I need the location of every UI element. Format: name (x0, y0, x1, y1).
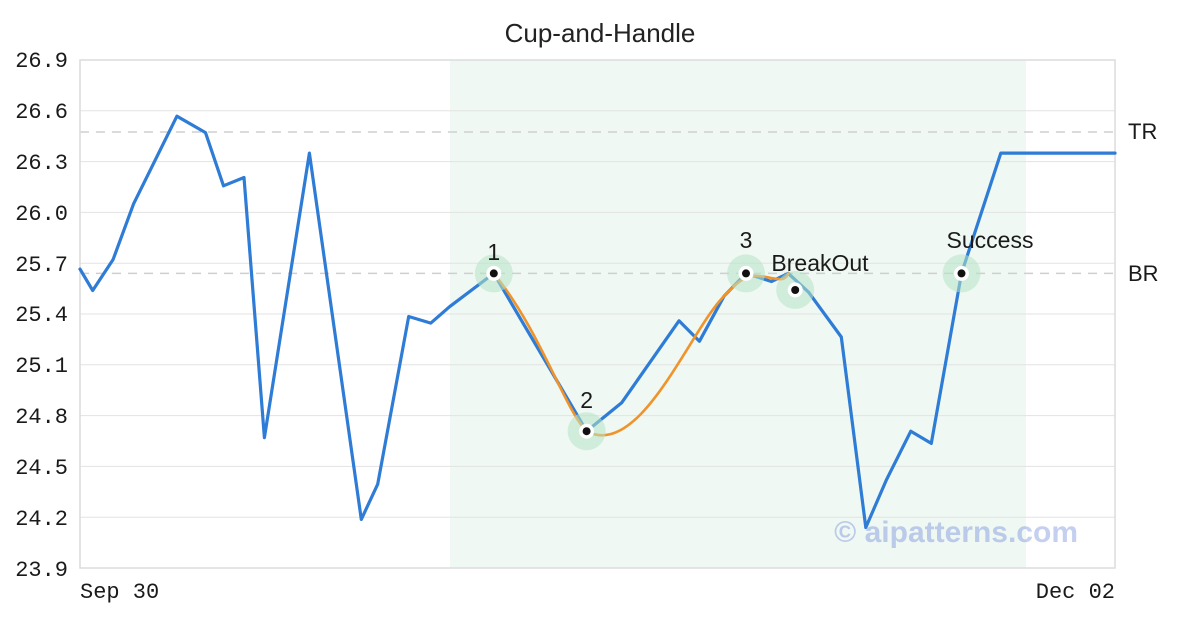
svg-text:25.1: 25.1 (15, 354, 68, 379)
svg-text:24.2: 24.2 (15, 507, 68, 532)
svg-text:26.6: 26.6 (15, 100, 68, 125)
svg-text:24.5: 24.5 (15, 456, 68, 481)
svg-text:BR: BR (1128, 261, 1159, 286)
svg-text:3: 3 (740, 227, 753, 253)
svg-text:26.0: 26.0 (15, 202, 68, 227)
svg-text:26.3: 26.3 (15, 151, 68, 176)
svg-text:BreakOut: BreakOut (771, 250, 869, 276)
svg-text:Dec 02: Dec 02 (1036, 580, 1115, 605)
svg-text:1: 1 (487, 239, 500, 265)
svg-text:26.9: 26.9 (15, 49, 68, 74)
svg-text:Sep 30: Sep 30 (80, 580, 159, 605)
svg-text:23.9: 23.9 (15, 558, 68, 583)
svg-text:Success: Success (947, 227, 1034, 253)
svg-text:25.4: 25.4 (15, 303, 68, 328)
svg-text:TR: TR (1128, 119, 1157, 144)
svg-text:24.8: 24.8 (15, 405, 68, 430)
svg-text:25.7: 25.7 (15, 253, 68, 278)
svg-text:© aipatterns.com: © aipatterns.com (834, 516, 1078, 549)
svg-text:2: 2 (580, 387, 593, 413)
